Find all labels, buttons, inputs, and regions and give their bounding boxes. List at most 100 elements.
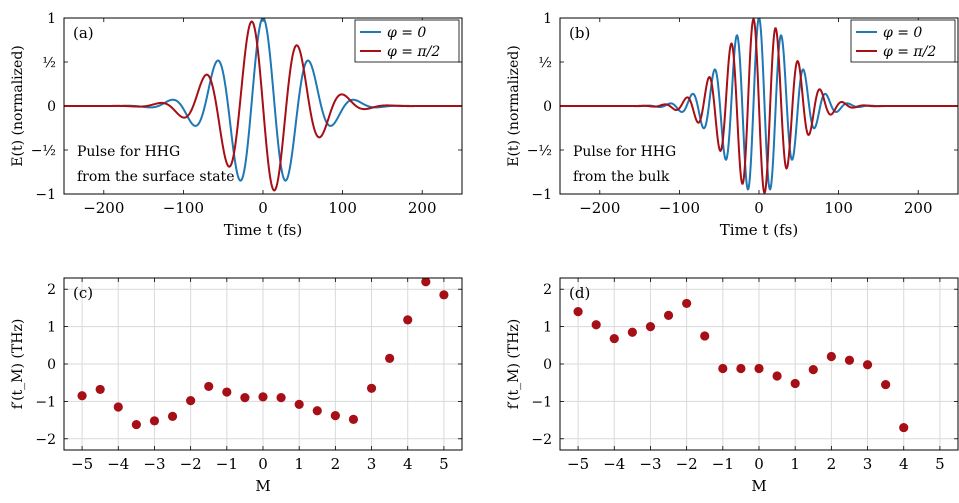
legend-label-1: φ = 0 — [387, 25, 426, 41]
data-point — [113, 402, 123, 412]
x-tick-label: 0 — [258, 199, 268, 217]
y-tick-label: −½ — [31, 143, 56, 159]
legend: φ = 0 φ = π/2 — [850, 19, 956, 63]
data-point — [718, 363, 728, 374]
plot-frame — [559, 17, 959, 195]
x-tick-label: −1 — [712, 455, 734, 473]
data-point — [881, 379, 891, 390]
y-tick-label: 0 — [47, 99, 56, 115]
legend-box — [850, 19, 956, 63]
legend-label-2: φ = π/2 — [883, 44, 936, 60]
x-tick-label: −200 — [579, 199, 620, 217]
y-tick-label: 1 — [47, 11, 56, 27]
legend-label-2: φ = π/2 — [387, 44, 440, 60]
data-point — [772, 371, 782, 381]
data-point — [204, 381, 214, 392]
data-point — [862, 360, 873, 370]
x-axis-label: Time t (fs) — [224, 221, 302, 239]
series-line-2 — [64, 20, 462, 192]
data-point — [276, 393, 286, 403]
y-tick-label: −1 — [35, 394, 56, 410]
data-point — [844, 355, 855, 365]
y-axis-label: f′(t_M) (THz) — [506, 319, 522, 410]
y-tick-label: 0 — [543, 357, 552, 373]
x-tick-label: 0 — [754, 199, 764, 217]
panel-label: (b) — [569, 24, 590, 42]
x-tick-label: −5 — [71, 455, 93, 473]
x-tick-label: −5 — [567, 455, 589, 473]
data-point — [222, 387, 232, 397]
legend-label-1: φ = 0 — [883, 25, 922, 41]
x-tick-label: 200 — [904, 199, 933, 217]
plot-area — [64, 18, 462, 192]
data-point — [348, 414, 359, 424]
y-tick-label: 1 — [543, 320, 552, 336]
data-point — [385, 353, 395, 363]
data-point — [645, 322, 656, 332]
data-point — [366, 383, 377, 393]
data-point — [826, 351, 836, 362]
x-tick-label: 0 — [754, 455, 764, 473]
annotation-line-1: Pulse for HHG — [77, 144, 180, 160]
y-tick-label: −1 — [531, 187, 552, 203]
y-tick-label: −2 — [531, 432, 552, 448]
data-point — [591, 320, 601, 330]
panel-a: −200 −100 0 100 200 −1 −½ 0 ½ 1 Time t (fs) E(t) (n… — [10, 11, 463, 239]
data-point — [754, 363, 764, 374]
data-point — [609, 333, 619, 344]
y-tick-label: −1 — [35, 187, 56, 203]
data-point — [700, 331, 710, 341]
y-tick-label: 1 — [543, 11, 552, 27]
x-tick-label: 0 — [258, 455, 268, 473]
annotation-line-2: from the bulk — [573, 169, 670, 185]
x-tick-label: −3 — [639, 455, 661, 473]
x-tick-label: 2 — [331, 455, 341, 473]
legend-box — [354, 19, 460, 63]
x-tick-label: −2 — [676, 455, 698, 473]
panel-label: (a) — [73, 24, 94, 42]
x-tick-label: −4 — [107, 455, 129, 473]
y-tick-label: ½ — [538, 55, 552, 71]
data-point — [808, 365, 818, 375]
x-tick-label: 3 — [367, 455, 377, 473]
y-tick-label: 2 — [543, 282, 552, 298]
plot-frame — [559, 277, 959, 451]
data-point — [790, 378, 800, 389]
y-tick-label: −1 — [531, 394, 552, 410]
data-point — [736, 363, 746, 374]
data-point — [131, 419, 141, 430]
x-tick-label: 1 — [790, 455, 800, 473]
plot-frame — [63, 277, 463, 451]
annotation-line-1: Pulse for HHG — [573, 144, 676, 160]
data-point — [95, 384, 105, 395]
x-axis-label: Time t (fs) — [720, 221, 798, 239]
x-tick-label: −1 — [216, 455, 238, 473]
x-tick-label: −4 — [603, 455, 625, 473]
panel-c: −5 −4 −3 −2 −1 0 1 2 3 4 5 −2 −1 0 1 2 Mf′(t_M) (THz) (c) — [10, 277, 463, 495]
data-point — [312, 406, 322, 416]
panel-label: (d) — [569, 284, 590, 302]
x-tick-label: 5 — [935, 455, 945, 473]
x-tick-label: −200 — [83, 199, 124, 217]
data-point — [682, 298, 692, 309]
y-axis-label: E(t) (normalized) — [10, 45, 26, 166]
x-tick-label: 4 — [899, 455, 909, 473]
y-tick-label: 0 — [543, 99, 552, 115]
legend: φ = 0 φ = π/2 — [354, 19, 460, 63]
x-tick-label: 2 — [827, 455, 837, 473]
series-line-2 — [560, 18, 958, 194]
x-tick-label: −3 — [143, 455, 165, 473]
x-tick-label: −2 — [180, 455, 202, 473]
x-axis-label: M — [255, 477, 270, 495]
data-point — [167, 411, 178, 421]
x-tick-label: 100 — [824, 199, 853, 217]
x-tick-label: −100 — [659, 199, 700, 217]
x-tick-label: 100 — [328, 199, 357, 217]
data-point — [258, 392, 268, 402]
y-tick-label: 2 — [47, 282, 56, 298]
x-tick-label: 3 — [863, 455, 873, 473]
panel-d: −5 −4 −3 −2 −1 0 1 2 3 4 5 −2 −1 0 1 2 Mf′(t_M) (THz) (d) — [506, 277, 959, 495]
x-tick-label: 200 — [408, 199, 437, 217]
data-point — [240, 393, 250, 403]
